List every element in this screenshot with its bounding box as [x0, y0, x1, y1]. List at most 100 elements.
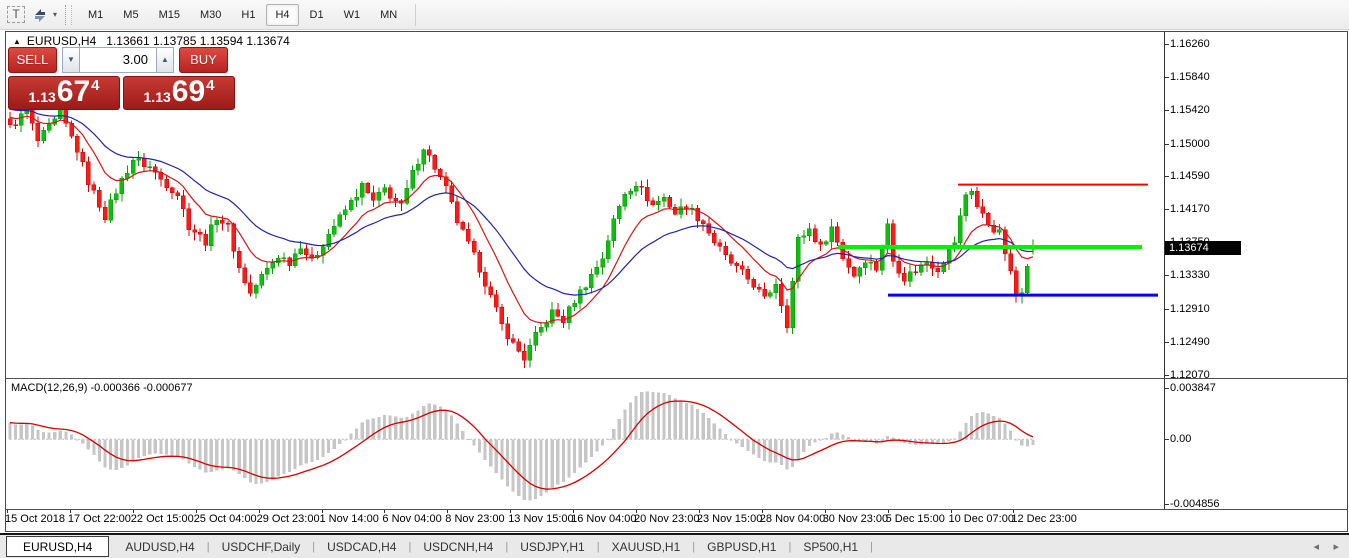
chart-tab-list: EURUSD,H4 AUDUSD,H4 | USDCHF,Daily | USDCAD,H… [6, 536, 873, 557]
volume-stepper: ▼ 3.00 ▲ [62, 46, 174, 73]
chart-area[interactable]: ▲ EURUSD,H4 1.13661 1.13785 1.13594 1.13… [6, 32, 1347, 531]
time-axis-label: 30 Nov 23:00 [822, 513, 889, 525]
timeframe-button-D1[interactable]: D1 [309, 8, 324, 21]
time-axis-label: 16 Nov 04:00 [571, 513, 637, 525]
time-axis-separator [6, 509, 1347, 510]
price-axis-label: 1.15000 [1170, 137, 1210, 150]
tab-separator: | [870, 540, 873, 553]
text-tool-icon: T [7, 6, 25, 23]
tab-separator: | [505, 540, 509, 553]
timeframe-button-M15[interactable]: M15 [158, 8, 180, 21]
macd-axis-label: 0.003847 [1170, 382, 1216, 394]
timeframe-button-M5[interactable]: M5 [123, 8, 139, 21]
tab-separator: | [206, 540, 210, 553]
tab-separator: | [596, 540, 600, 553]
buy-price-prefix: 1.13 [143, 89, 171, 105]
time-axis-label: 29 Oct 23:00 [256, 513, 320, 525]
one-click-trading-panel: SELL ▼ 3.00 ▲ BUY 1.13 [8, 46, 236, 110]
time-axis-label: 8 Nov 23:00 [445, 513, 505, 525]
price-axis-label: 1.13330 [1170, 269, 1210, 282]
price-axis-label: 1.14590 [1170, 169, 1210, 182]
tab-separator: | [692, 540, 696, 553]
chart-tab-XAUUSD-H1[interactable]: XAUUSD,H1 [611, 539, 681, 554]
arrows-tool-icon [35, 8, 45, 22]
time-axis-label: 25 Oct 04:00 [193, 513, 257, 525]
sell-price-pip: 4 [91, 77, 100, 94]
chart-title: ▲ EURUSD,H4 1.13661 1.13785 1.13594 1.13… [13, 34, 290, 48]
price-chart-canvas[interactable] [6, 32, 1164, 378]
tab-separator: | [408, 540, 412, 553]
timeframe-button-H4[interactable]: H4 [266, 3, 299, 26]
time-axis-label: 1 Nov 14:00 [319, 513, 379, 525]
price-axis-label: 1.12910 [1170, 302, 1210, 315]
timeframe-bar: M1 M5 M15 M30 H1 H4 D1 W1 MN [78, 3, 407, 26]
time-axis-label: 13 Nov 15:00 [508, 513, 574, 525]
spinner-down-icon: ▼ [67, 55, 75, 64]
buy-button[interactable]: BUY [179, 46, 228, 73]
buy-price-big: 69 [171, 75, 206, 108]
time-axis-label: 23 Nov 15:00 [696, 513, 763, 525]
macd-histogram [8, 391, 1035, 501]
arrows-dropdown-caret-icon[interactable]: ▾ [53, 10, 58, 19]
toolbar-separator [415, 3, 417, 26]
arrows-tool-button[interactable] [29, 4, 51, 26]
buy-price-quote[interactable]: 1.13 69 4 [123, 76, 235, 110]
price-axis-label: 1.12490 [1170, 335, 1210, 348]
macd-indicator-canvas[interactable] [6, 379, 1164, 509]
spinner-up-icon: ▲ [161, 55, 169, 64]
tab-separator: | [788, 540, 792, 553]
time-axis-label: 10 Dec 07:00 [948, 513, 1014, 525]
macd-axis-label: -0.004856 [1170, 498, 1220, 511]
fast-ma-line [9, 115, 1034, 324]
sell-price-quote[interactable]: 1.13 67 4 [8, 76, 120, 110]
buy-price-pip: 4 [206, 77, 215, 94]
price-axis-label: 1.16260 [1170, 38, 1210, 50]
price-axis-label: 1.15840 [1170, 71, 1210, 84]
price-axis-label: 1.14170 [1170, 203, 1210, 216]
macd-indicator-label: MACD(12,26,9) -0.000366 -0.000677 [11, 382, 193, 394]
chart-tab-USDCNH-H4[interactable]: USDCNH,H4 [423, 539, 494, 554]
chart-symbol-period: EURUSD,H4 [26, 34, 97, 48]
chart-tab-AUDUSD-H4[interactable]: AUDUSD,H4 [125, 539, 195, 554]
chart-tab-GBPUSD-H1[interactable]: GBPUSD,H1 [707, 539, 777, 554]
toolbar-grip [65, 4, 73, 25]
timeframe-button-W1[interactable]: W1 [343, 8, 361, 21]
chart-tab-USDCHF-Daily[interactable]: USDCHF,Daily [221, 539, 301, 554]
chart-tab-USDCAD-H4[interactable]: USDCAD,H4 [327, 539, 397, 554]
chart-ohlc-values: 1.13661 1.13785 1.13594 1.13674 [106, 34, 290, 48]
timeframe-button-H1[interactable]: H1 [241, 8, 256, 21]
time-axis-label: 28 Nov 04:00 [759, 513, 826, 525]
toolbar: T ▾ M1 M5 M15 M30 H1 H4 D1 W1 MN [0, 0, 1349, 30]
tab-scroll-right-icon[interactable]: ▸ [1333, 541, 1339, 553]
volume-decrease-button[interactable]: ▼ [62, 46, 80, 73]
timeframe-button-M30[interactable]: M30 [199, 8, 222, 21]
macd-signal-line [9, 400, 1034, 490]
candles-group [7, 102, 1036, 369]
sell-button[interactable]: SELL [8, 46, 57, 73]
time-axis-label: 17 Oct 22:00 [67, 513, 131, 525]
time-axis-label: 20 Nov 23:00 [634, 513, 700, 525]
price-axis-label: 1.15420 [1170, 104, 1210, 117]
chart-tab-EURUSD-H4[interactable]: EURUSD,H4 [6, 536, 110, 557]
time-axis-label: 22 Oct 15:00 [130, 513, 194, 525]
volume-increase-button[interactable]: ▲ [156, 46, 174, 73]
sell-price-big: 67 [56, 75, 91, 108]
tab-scroll-left-icon[interactable]: ◂ [1313, 541, 1319, 553]
time-axis-label: 12 Dec 23:00 [1011, 513, 1077, 525]
text-label-tool-button[interactable]: T [5, 4, 27, 26]
chart-tab-USDJPY-H1[interactable]: USDJPY,H1 [520, 539, 585, 554]
chart-tab-SP500-H1[interactable]: SP500,H1 [803, 539, 859, 554]
macd-axis-label: 0.00 [1170, 433, 1192, 446]
pane-separator[interactable] [6, 378, 1347, 379]
time-axis-label: 5 Dec 15:00 [885, 513, 945, 525]
sell-price-prefix: 1.13 [28, 89, 56, 105]
timeframe-button-MN[interactable]: MN [380, 8, 398, 21]
time-axis-label: 6 Nov 04:00 [382, 513, 442, 525]
volume-input[interactable]: 3.00 [80, 46, 156, 73]
chart-window: ▲ EURUSD,H4 1.13661 1.13785 1.13594 1.13… [5, 31, 1348, 532]
timeframe-button-M1[interactable]: M1 [88, 8, 104, 21]
slow-ma-line [9, 108, 1034, 296]
collapse-triangle-icon[interactable]: ▲ [13, 36, 21, 46]
tab-separator: | [312, 540, 316, 553]
